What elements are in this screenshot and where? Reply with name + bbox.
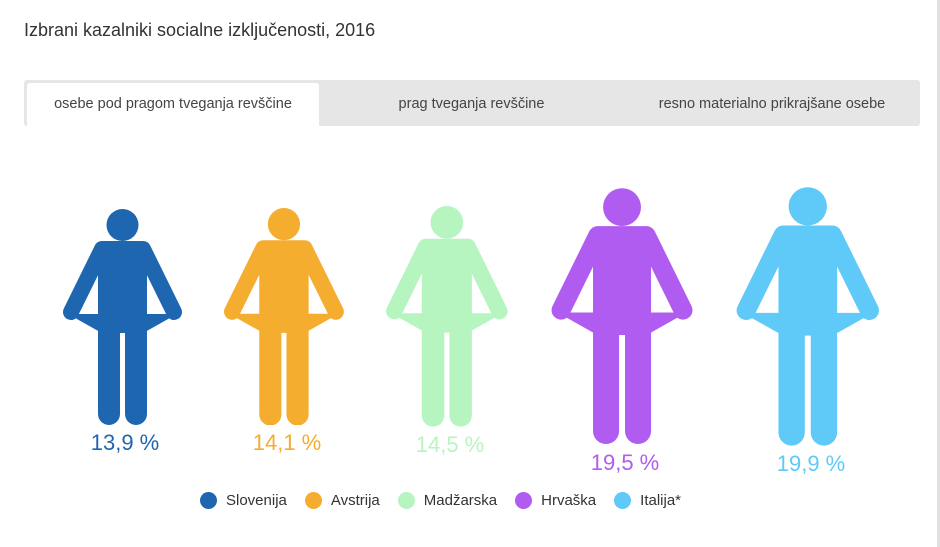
person-figure-4 bbox=[736, 187, 880, 446]
legend-label: Avstrija bbox=[330, 492, 380, 509]
legend-dot-icon bbox=[397, 492, 415, 509]
scrollbar-edge bbox=[937, 0, 940, 547]
legend-label: Italija* bbox=[640, 492, 682, 509]
legend-dot-icon bbox=[200, 492, 217, 509]
value-label: 13,9 % bbox=[90, 429, 160, 455]
legend-label: Madžarska bbox=[423, 492, 498, 509]
legend-item[interactable]: Slovenija bbox=[200, 492, 287, 509]
chart-title: Izbrani kazalniki socialne izključenosti… bbox=[24, 20, 376, 40]
legend-item[interactable]: Italija* bbox=[614, 492, 681, 509]
value-label: 14,1 % bbox=[252, 430, 322, 456]
legend-label: Hrvaška bbox=[541, 492, 597, 509]
tab-poverty-threshold[interactable]: prag tveganja revščine bbox=[398, 96, 545, 112]
value-label: 14,5 % bbox=[415, 431, 485, 457]
person-figure-0 bbox=[62, 208, 182, 425]
legend-item[interactable]: Avstrija bbox=[304, 492, 380, 509]
tab-materially-deprived[interactable]: resno materialno prikrajšane osebe bbox=[658, 96, 886, 112]
legend-item[interactable]: Madžarska bbox=[397, 492, 498, 509]
person-figure-1 bbox=[224, 207, 344, 426]
legend-dot-icon bbox=[614, 492, 632, 509]
tab-bar: osebe pod pragom tveganja revščine prag … bbox=[24, 80, 920, 126]
legend-item[interactable]: Hrvaška bbox=[515, 492, 596, 509]
legend-dot-icon bbox=[515, 492, 533, 509]
legend-dot-icon bbox=[304, 492, 322, 509]
legend: Slovenija Avstrija Madžarska Hrvaška Italija… bbox=[200, 492, 681, 509]
person-figure-2 bbox=[386, 206, 508, 427]
person-figure-3 bbox=[551, 188, 693, 445]
value-label: 19,5 % bbox=[590, 449, 660, 475]
value-label: 19,9 % bbox=[776, 450, 846, 476]
tab-at-risk-of-poverty[interactable]: osebe pod pragom tveganja revščine bbox=[27, 83, 319, 126]
legend-label: Slovenija bbox=[226, 492, 287, 509]
